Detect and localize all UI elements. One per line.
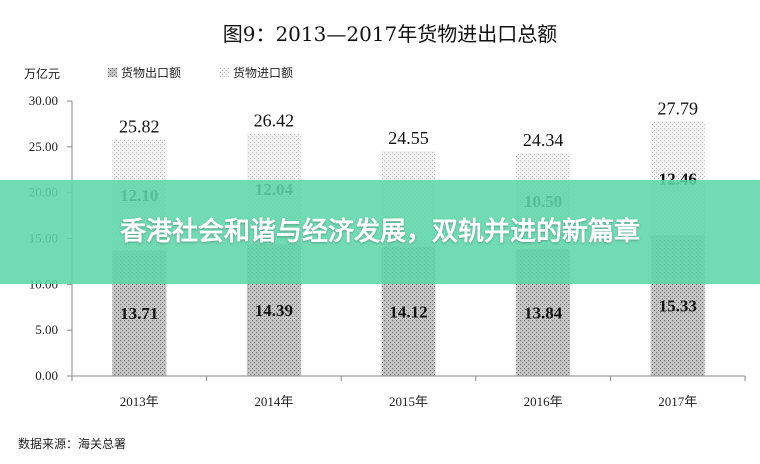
data-label-total: 24.55 [388, 128, 429, 148]
x-axis: 2013年 2014年 2015年 2016年 2017年 [71, 375, 746, 409]
x-category-label: 2017年 [658, 394, 697, 409]
overlay-banner: 香港社会和谐与经济发展，双轨并进的新篇章 [0, 180, 760, 284]
data-label-export: 14.12 [389, 302, 427, 321]
legend-swatch-import [220, 68, 229, 77]
overlay-title: 香港社会和谐与经济发展，双轨并进的新篇章 [119, 217, 640, 247]
x-category-label: 2014年 [254, 394, 293, 409]
legend: 货物出口额 货物进口额 [108, 65, 293, 80]
x-category-label: 2015年 [389, 394, 428, 409]
data-label-total: 25.82 [119, 116, 160, 136]
legend-swatch-export [108, 68, 117, 77]
data-label-export: 13.84 [524, 304, 563, 323]
chart-title: 图9：2013—2017年货物进出口总额 [223, 22, 558, 46]
legend-label-import: 货物进口额 [233, 65, 293, 80]
y-tick-label: 0.00 [35, 368, 58, 383]
x-category-label: 2013年 [120, 394, 159, 409]
data-label-export: 15.33 [659, 297, 697, 316]
x-category-label: 2016年 [524, 394, 563, 409]
y-axis-unit: 万亿元 [24, 66, 60, 81]
y-tick-label: 5.00 [35, 322, 58, 337]
data-label-export: 14.39 [255, 301, 293, 320]
data-label-total: 27.79 [657, 98, 698, 118]
legend-label-export: 货物出口额 [121, 65, 181, 80]
data-label-total: 24.34 [523, 130, 564, 150]
source-note: 数据来源：海关总署 [18, 436, 126, 451]
data-label-export: 13.71 [120, 304, 158, 323]
y-tick-label: 25.00 [29, 139, 58, 154]
data-label-total: 26.42 [254, 111, 295, 131]
y-tick-label: 30.00 [29, 93, 58, 108]
